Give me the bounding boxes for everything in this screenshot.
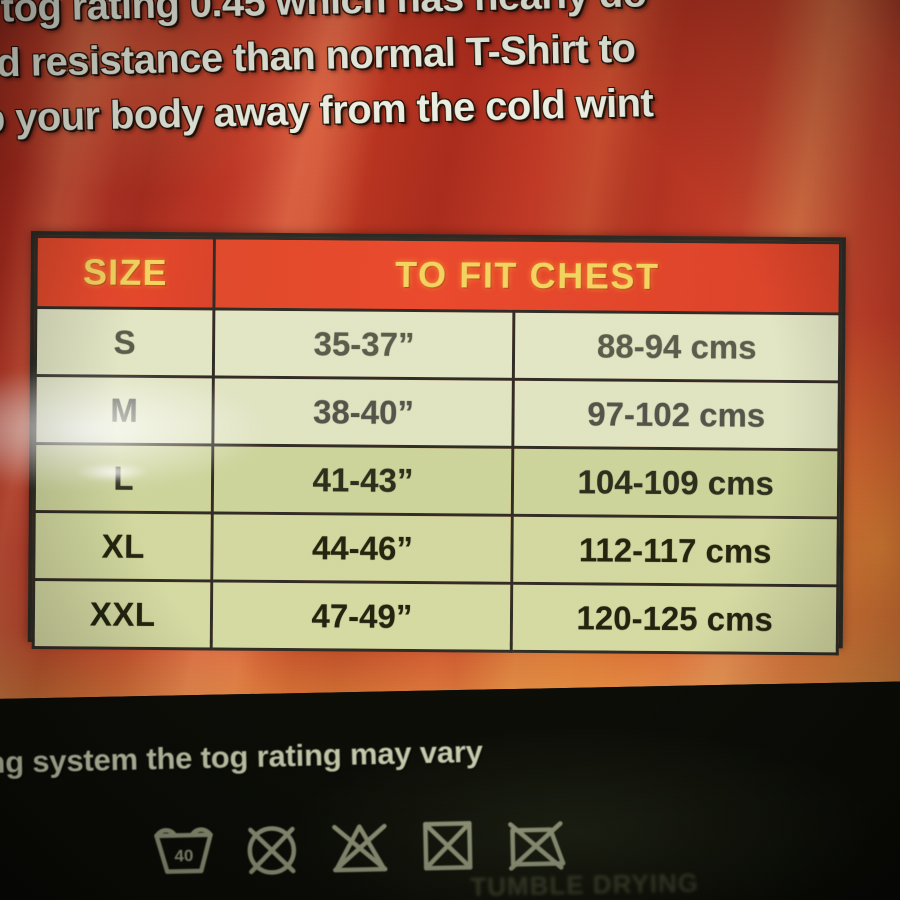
header-to-fit-chest: TO FIT CHEST xyxy=(214,237,841,314)
wash-tub-40-icon: 40 xyxy=(154,827,213,874)
header-size: SIZE xyxy=(35,236,215,309)
cell-inches: 41-43” xyxy=(212,444,514,516)
cell-cms: 120-125 cms xyxy=(511,583,838,654)
table-row: L 41-43” 104-109 cms xyxy=(34,443,839,518)
cell-cms: 112-117 cms xyxy=(512,515,839,586)
svg-text:40: 40 xyxy=(174,846,193,865)
cell-size: XL xyxy=(33,511,213,581)
headline-paragraph: a tog rating 0.45 which has nearly do ol… xyxy=(0,0,900,147)
cell-cms: 97-102 cms xyxy=(513,379,840,450)
do-not-bleach-icon xyxy=(332,823,388,873)
cell-cms: 104-109 cms xyxy=(512,447,839,518)
cell-inches: 44-46” xyxy=(212,512,513,584)
size-chart-table: SIZE TO FIT CHEST S 35-37” 88-94 cms M 3… xyxy=(27,231,846,654)
do-not-tumble-dry-icon xyxy=(423,821,473,871)
table-row: XL 44-46” 112-117 cms xyxy=(33,511,839,586)
cell-size: XXL xyxy=(33,579,213,649)
cell-size: S xyxy=(35,307,215,377)
cell-size: M xyxy=(34,375,214,445)
do-not-iron-icon xyxy=(508,821,566,871)
no-dry-clean-icon xyxy=(247,826,297,875)
cell-inches: 35-37” xyxy=(213,308,515,380)
table-row: M 38-40” 97-102 cms xyxy=(34,375,840,450)
table-row: S 35-37” 88-94 cms xyxy=(35,307,840,382)
cell-size: L xyxy=(34,443,214,513)
cell-inches: 38-40” xyxy=(213,376,514,448)
table-row: XXL 47-49” 120-125 cms xyxy=(33,579,838,654)
table-header-row: SIZE TO FIT CHEST xyxy=(35,236,841,314)
bottom-faint-text: TUMBLE DRYING xyxy=(470,867,700,900)
table-body: S 35-37” 88-94 cms M 38-40” 97-102 cms L… xyxy=(33,307,840,654)
cell-inches: 47-49” xyxy=(211,580,513,652)
cell-cms: 88-94 cms xyxy=(513,311,840,382)
